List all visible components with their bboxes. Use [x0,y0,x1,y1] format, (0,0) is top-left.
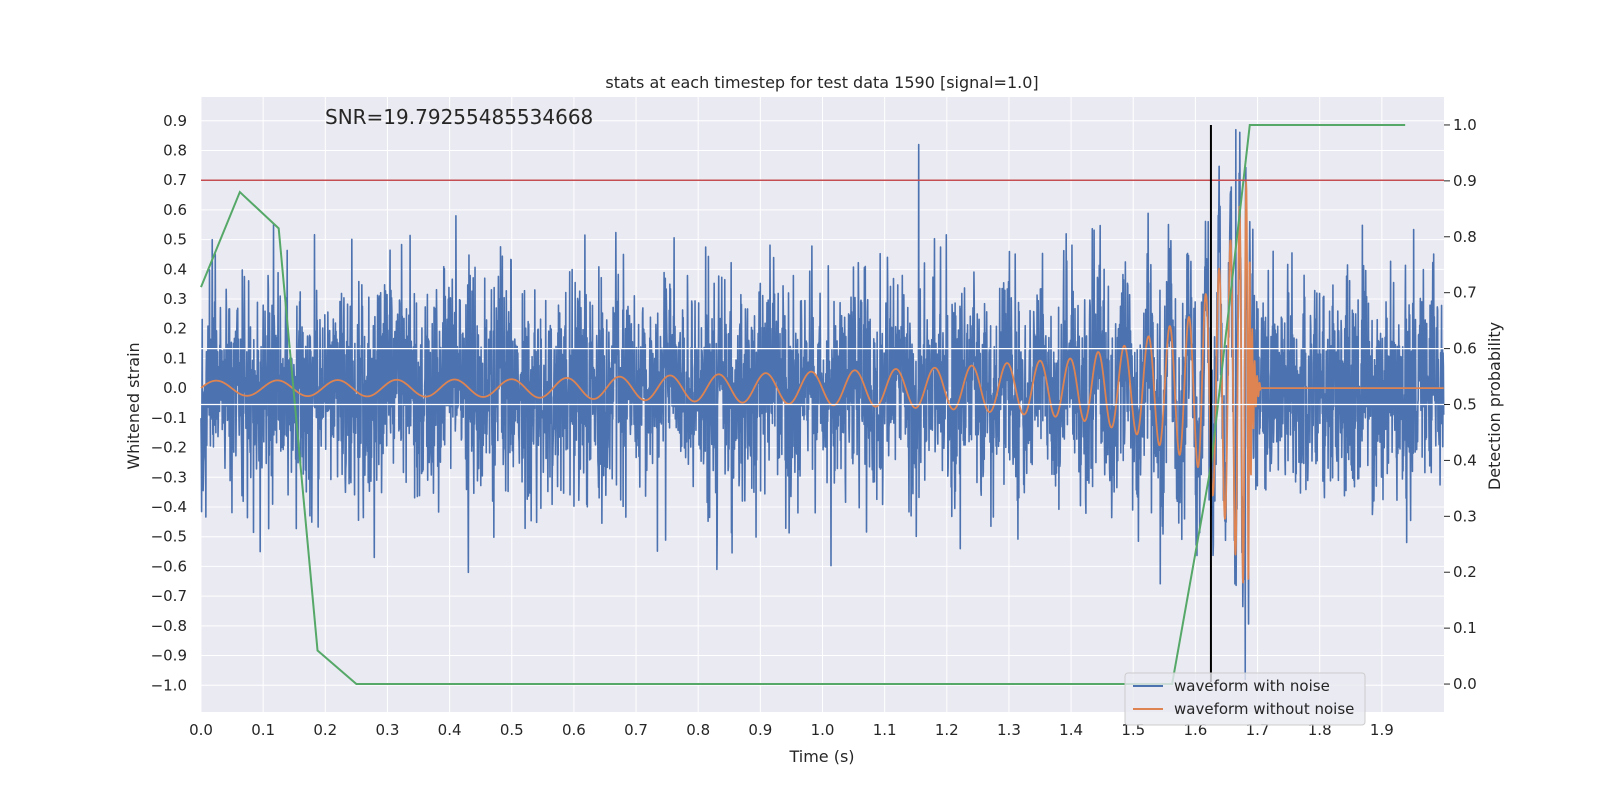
y-right-tick-label: 0.3 [1453,507,1477,525]
y-left-tick-label: −0.9 [151,647,187,665]
x-tick-label: 0.2 [313,721,337,739]
y-left-tick-label: 0.2 [163,320,187,338]
y-left-tick-label: −1.0 [151,676,187,694]
y-right-tick-label: 1.0 [1453,116,1477,134]
x-tick-label: 0.3 [376,721,400,739]
y-left-tick-label: −0.4 [151,498,187,516]
y-right-tick-label: 0.8 [1453,228,1477,246]
y-left-tick-label: −0.3 [151,468,187,486]
y-right-tick-label: 0.2 [1453,563,1477,581]
x-tick-label: 0.4 [438,721,462,739]
x-tick-label: 0.1 [251,721,275,739]
x-tick-label: 1.9 [1370,721,1394,739]
legend: waveform with noise waveform without noi… [1124,672,1366,726]
x-tick-label: 0.9 [748,721,772,739]
y-left-tick-label: 0.9 [163,112,187,130]
y-left-tick-label: 0.5 [163,231,187,249]
x-tick-label: 0.0 [189,721,213,739]
y-left-tick-label: −0.6 [151,557,187,575]
y-left-axis-label: Whitened strain [124,342,143,469]
y-left-tick-label: −0.7 [151,587,187,605]
y-left-tick-label: −0.1 [151,409,187,427]
x-axis-label: Time (s) [788,747,854,766]
y-left-tick-label: 0.1 [163,349,187,367]
y-left-tick-label: 0.0 [163,379,187,397]
y-right-tick-label: 0.1 [1453,619,1477,637]
x-tick-label: 0.8 [686,721,710,739]
y-left-tick-label: 0.8 [163,141,187,159]
y-left-tick-label: 0.6 [163,201,187,219]
x-tick-label: 0.5 [500,721,524,739]
y-right-tick-label: 0.0 [1453,675,1477,693]
y-right-axis-label: Detection probability [1485,322,1504,490]
series-layer [200,123,1445,686]
y-right-tick-label: 0.6 [1453,340,1477,358]
x-tick-label: 0.6 [562,721,586,739]
legend-label-noise: waveform with noise [1174,677,1330,695]
series-detection-probability [200,123,1406,686]
series-waveform-without-noise [200,181,1445,584]
y-right-tick-labels: 1.0 0.9 0.8 0.7 0.6 0.5 0.4 0.3 0.2 0.1 0.0 [1444,116,1477,693]
y-left-tick-label: 0.4 [163,260,187,278]
x-tick-label: 1.2 [935,721,959,739]
y-right-tick-label: 0.7 [1453,284,1477,302]
chart-title: stats at each timestep for test data 159… [605,73,1038,92]
y-left-tick-label: −0.8 [151,617,187,635]
y-right-tick-label: 0.9 [1453,172,1477,190]
x-tick-labels: 0.0 0.1 0.2 0.3 0.4 0.5 0.6 0.7 0.8 0.9 1.0 1.1 1.2 1… [189,721,1394,739]
x-tick-label: 0.7 [624,721,648,739]
y-left-tick-label: −0.5 [151,528,187,546]
snr-annotation: SNR=19.79255485534668 [325,105,593,129]
x-tick-label: 1.4 [1059,721,1083,739]
y-left-tick-labels: 0.9 0.8 0.7 0.6 0.5 0.4 0.3 0.2 0.1 0.0 −0.1 −0.2 −0… [151,112,187,694]
x-tick-label: 1.3 [997,721,1021,739]
x-tick-label: 1.1 [873,721,897,739]
x-tick-label: 1.0 [811,721,835,739]
overlay-layer [201,124,1444,682]
legend-label-clean: waveform without noise [1174,700,1354,718]
legend-box [1124,672,1366,726]
y-left-tick-label: 0.7 [163,171,187,189]
y-right-tick-label: 0.4 [1453,451,1477,469]
y-left-tick-label: 0.3 [163,290,187,308]
y-right-tick-label: 0.5 [1453,396,1477,414]
y-left-tick-label: −0.2 [151,439,187,457]
